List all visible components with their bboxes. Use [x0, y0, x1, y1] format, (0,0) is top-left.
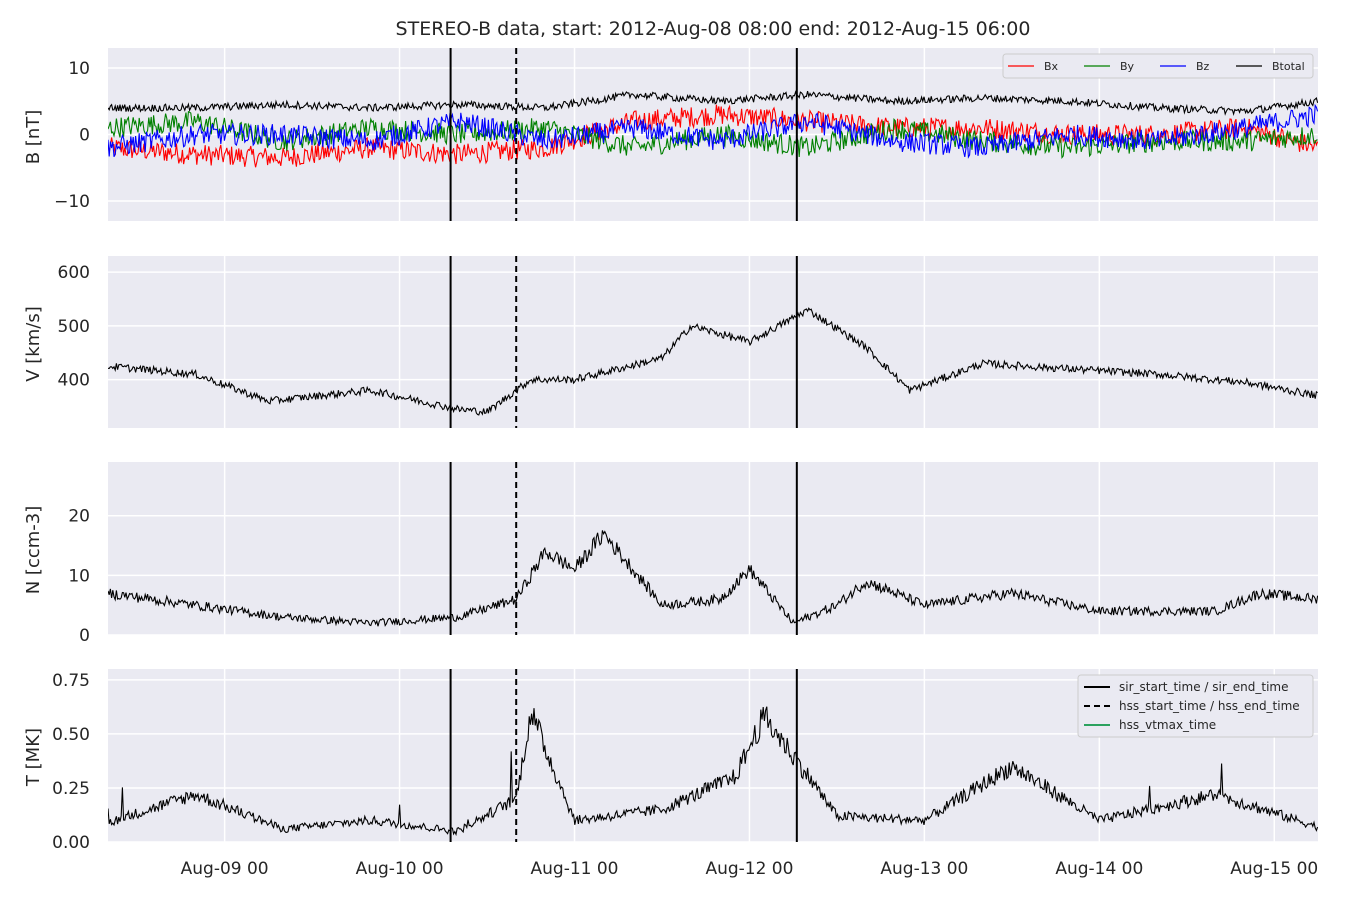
panel-4-ytick-label: 0.25 [52, 779, 90, 799]
panel-2-background [108, 256, 1318, 428]
chart-title: STEREO-B data, start: 2012-Aug-08 08:00 … [395, 18, 1031, 40]
b-legend-box [1002, 53, 1314, 79]
panel-1-ytick-label: 10 [68, 59, 90, 79]
panel-3-ytick-label: 20 [68, 507, 90, 527]
panel-3-background [108, 462, 1318, 635]
panel-1-ylabel: B [nT] [23, 110, 44, 165]
panel-1-ytick-label: 0 [79, 126, 90, 146]
panel-1-series-Bz [108, 103, 1318, 159]
panel-3-ytick-label: 0 [79, 626, 90, 646]
b-legend-Bz-label: Bz [1196, 60, 1210, 73]
t-legend-item-1-label: sir_start_time / sir_end_time [1119, 680, 1289, 694]
panel-4-ytick-label: 0.75 [52, 671, 90, 691]
t-legend-item-3-label: hss_vtmax_time [1119, 718, 1216, 732]
panel-1-ytick-label: −10 [54, 192, 90, 212]
xtick-label: Aug-14 00 [1055, 859, 1143, 879]
panel-4-series-line [108, 706, 1318, 837]
b-legend-By-label: By [1120, 60, 1135, 73]
panel-3-ytick-label: 10 [68, 566, 90, 586]
b-legend-Btotal-label: Btotal [1272, 60, 1305, 73]
xtick-label: Aug-12 00 [705, 859, 793, 879]
panel-4-ytick-label: 0.50 [52, 725, 90, 745]
panel-3-series-line [108, 530, 1318, 627]
panel-1-series-Bx [108, 104, 1318, 168]
panel-4-ytick-label: 0.00 [52, 833, 90, 853]
xtick-label: Aug-10 00 [356, 859, 444, 879]
xtick-label: Aug-11 00 [531, 859, 619, 879]
b-legend-Bx-label: Bx [1044, 60, 1059, 73]
xtick-label: Aug-13 00 [880, 859, 968, 879]
panel-4-ylabel: T [MK] [23, 728, 44, 787]
t-legend-box [1077, 674, 1314, 738]
panel-2-ytick-label: 600 [58, 263, 90, 283]
panel-2-ylabel: V [km/s] [23, 306, 44, 381]
xtick-label: Aug-15 00 [1230, 859, 1318, 879]
panel-2-ytick-label: 400 [58, 371, 90, 391]
panel-1-series-Btotal [108, 90, 1318, 116]
t-legend-item-2-label: hss_start_time / hss_end_time [1119, 699, 1300, 713]
panel-2-ytick-label: 500 [58, 317, 90, 337]
xtick-label: Aug-09 00 [181, 859, 269, 879]
panel-3-ylabel: N [ccm-3] [23, 506, 44, 595]
panel-2-series-line [108, 307, 1318, 416]
